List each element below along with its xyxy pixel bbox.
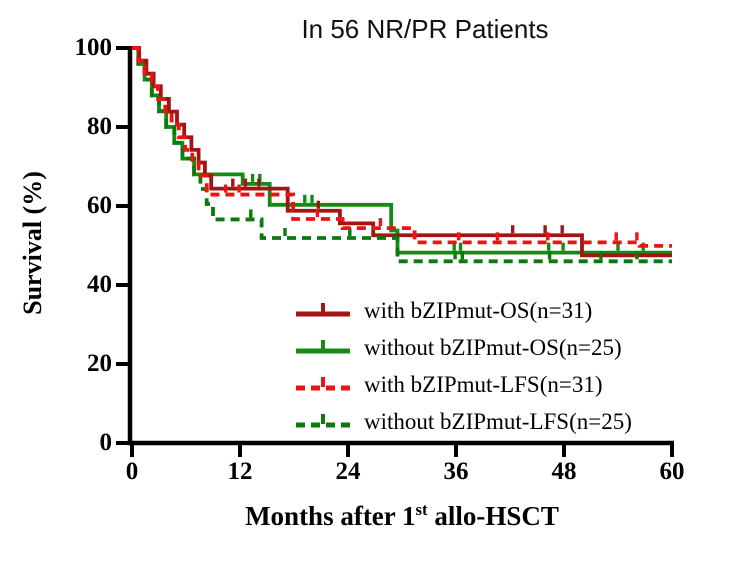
y-tick-label: 0: [99, 429, 113, 456]
series-lfs-without-bzipmut-line: [132, 46, 672, 264]
x-tick-label: 48: [551, 458, 577, 485]
legend-label: with bZIPmut-OS(n=31): [364, 297, 593, 323]
legend-label: without bZIPmut-LFS(n=25): [364, 408, 632, 434]
legend-item-os-with-bzipmut: with bZIPmut-OS(n=31): [294, 297, 632, 324]
legend-swatch-lfs-without-line-icon: [296, 413, 350, 427]
series-lfs-without-bzipmut-censor-ticks: [249, 209, 639, 260]
x-axis-label-main: Months after 1: [245, 501, 416, 531]
x-tick-label: 12: [227, 458, 253, 485]
legend-swatch-os-without-line-icon: [296, 339, 350, 353]
series-os-without-bzipmut-line: [132, 46, 672, 255]
series-lfs-with-bzipmut-line: [132, 46, 672, 248]
y-axis-tick-marks: [116, 46, 128, 445]
legend-swatch-lfs-with-line-icon: [296, 376, 350, 390]
chart-title: In 56 NR/PR Patients: [301, 14, 549, 44]
x-tick-label: 0: [125, 458, 139, 485]
x-tick-label: 36: [443, 458, 469, 485]
x-axis-label-superscript: st: [415, 500, 428, 519]
legend-label: with bZIPmut-LFS(n=31): [364, 371, 603, 397]
series-lfs-with-bzipmut-censor-ticks: [223, 184, 639, 241]
y-tick-label: 100: [74, 34, 113, 61]
series-os-with-bzipmut-censor-ticks: [231, 178, 564, 234]
y-tick-label: 60: [87, 192, 112, 219]
legend-item-lfs-without-bzipmut: without bZIPmut-LFS(n=25): [294, 408, 632, 435]
y-tick-label: 40: [87, 271, 112, 298]
legend-item-os-without-bzipmut: without bZIPmut-OS(n=25): [294, 334, 632, 361]
y-tick-label: 80: [87, 113, 112, 140]
x-axis-tick-marks: [130, 443, 674, 457]
legend: with bZIPmut-OS(n=31) without bZIPmut-OS…: [294, 297, 632, 435]
x-tick-label: 24: [335, 458, 361, 485]
legend-swatch-os-with-line-icon: [296, 302, 350, 316]
x-axis-label: Months after 1st allo-HSCT: [130, 500, 674, 532]
x-tick-label: 60: [659, 458, 685, 485]
series-os-with-bzipmut-line: [132, 46, 672, 258]
legend-item-lfs-with-bzipmut: with bZIPmut-LFS(n=31): [294, 371, 632, 398]
legend-label: without bZIPmut-OS(n=25): [364, 334, 622, 360]
y-tick-label: 20: [87, 350, 112, 377]
x-axis-label-rest: allo-HSCT: [427, 501, 559, 531]
